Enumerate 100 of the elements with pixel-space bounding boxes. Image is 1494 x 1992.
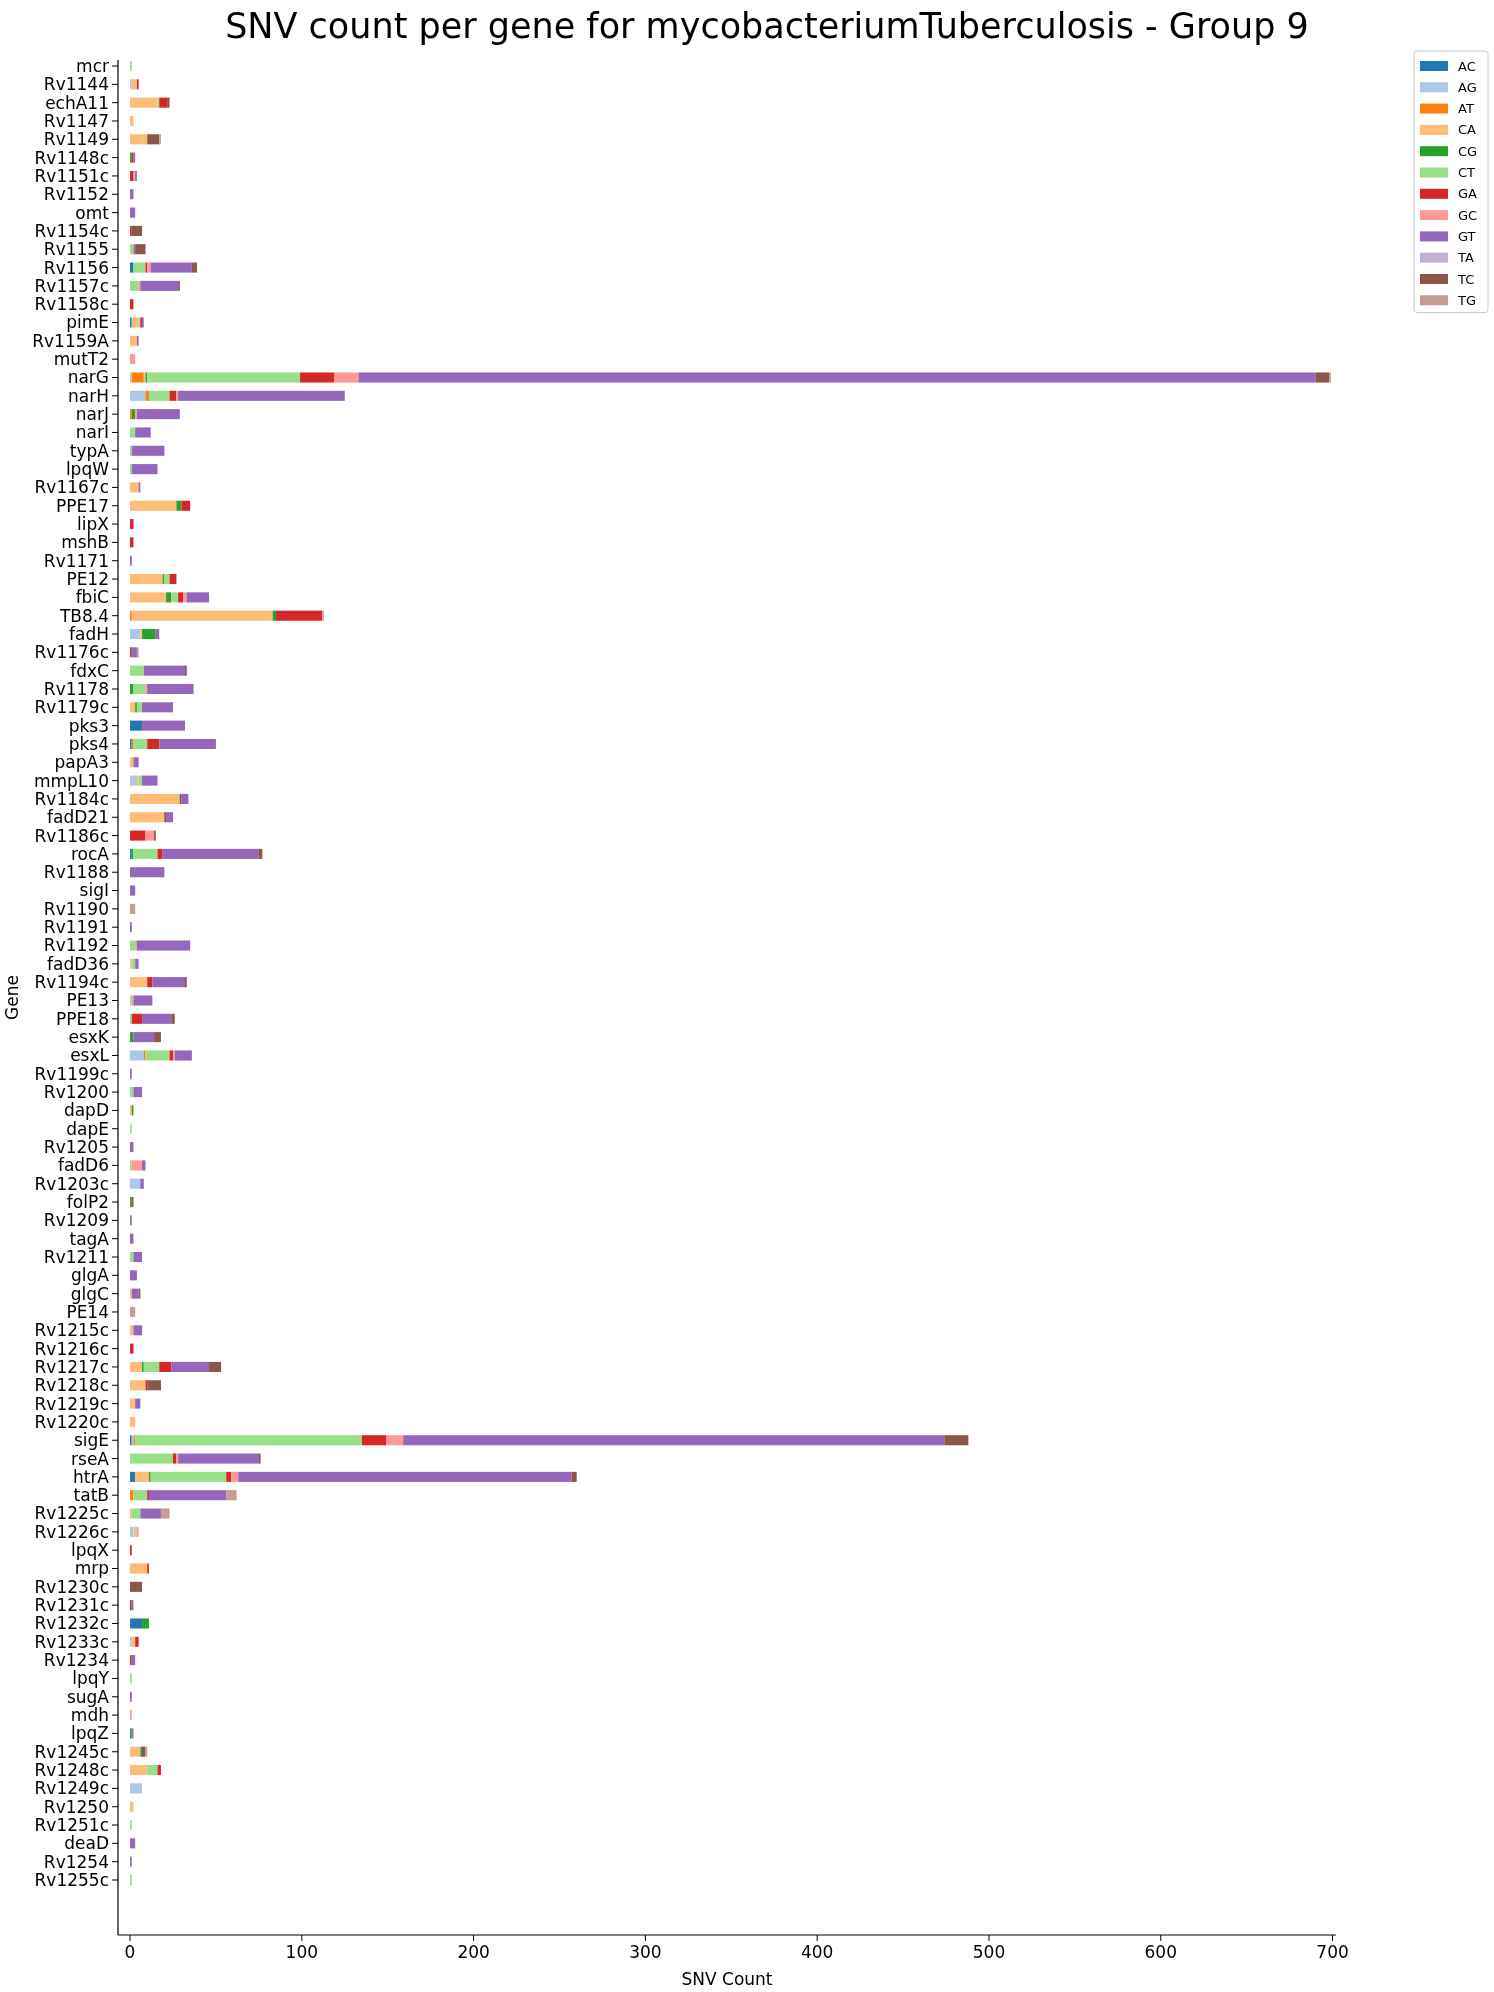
y-tick-label: Rv1199c xyxy=(34,1063,109,1084)
y-tick-label: esxK xyxy=(68,1027,110,1048)
x-axis-title: SNV Count xyxy=(681,1969,773,1989)
y-tick-label: fadD6 xyxy=(57,1155,109,1176)
y-tick-label: Rv1249c xyxy=(34,1778,109,1799)
x-tick-label: 500 xyxy=(972,1942,1006,1962)
y-tick-label: Rv1234 xyxy=(43,1650,109,1671)
legend-label: TG xyxy=(1457,292,1477,308)
y-tick-label: Rv1209 xyxy=(43,1210,109,1231)
y-tick-label: PE13 xyxy=(66,990,109,1011)
y-tick-label: Rv1250 xyxy=(43,1796,109,1817)
y-tick-label: lpqY xyxy=(72,1668,110,1689)
y-tick-label: Rv1225c xyxy=(34,1503,109,1524)
y-tick-label: narH xyxy=(68,385,109,406)
y-tick-label: lpqZ xyxy=(71,1723,109,1744)
legend-label: CT xyxy=(1458,165,1476,181)
y-tick-label: Rv1149 xyxy=(43,129,109,150)
y-tick-label: Rv1144 xyxy=(43,74,109,95)
y-tick-label: sigI xyxy=(79,880,109,901)
y-tick-label: omt xyxy=(75,202,110,223)
y-tick-label: Rv1232c xyxy=(34,1613,109,1634)
y-tick-label: Rv1215c xyxy=(34,1320,109,1341)
y-tick-label: PPE18 xyxy=(56,1008,109,1029)
legend-label: TA xyxy=(1457,250,1474,266)
y-tick-label: mutT2 xyxy=(53,349,109,370)
y-tick-label: Rv1233c xyxy=(34,1631,109,1652)
legend-label: GT xyxy=(1458,228,1476,244)
x-tick-label: 600 xyxy=(1144,1942,1177,1962)
legend-label: GC xyxy=(1458,207,1478,223)
y-tick-label: Rv1192 xyxy=(43,935,109,956)
y-tick-label: Rv1255c xyxy=(34,1869,109,1890)
y-tick-label: fdxC xyxy=(70,660,109,681)
y-tick-label: Rv1251c xyxy=(34,1814,109,1835)
y-tick-label: Rv1155 xyxy=(43,239,109,260)
y-tick-label: Rv1154c xyxy=(34,220,109,241)
y-tick-label: tatB xyxy=(73,1485,109,1506)
y-axis-title: Gene xyxy=(2,975,22,1020)
y-tick-label: Rv1151c xyxy=(34,165,109,186)
y-tick-label: PE12 xyxy=(66,569,109,589)
y-tick-label: lipX xyxy=(77,514,110,535)
y-tick-label: htrA xyxy=(72,1466,110,1487)
y-tick-label: narG xyxy=(67,367,109,388)
y-tick-label: Rv1220c xyxy=(34,1411,109,1432)
y-tick-label: Rv1254 xyxy=(43,1851,109,1872)
y-tick-label: Rv1186c xyxy=(34,825,109,846)
legend-label: TC xyxy=(1457,271,1475,287)
y-tick-label: PPE17 xyxy=(56,495,109,516)
y-tick-label: Rv1217c xyxy=(34,1356,109,1377)
legend-label: CG xyxy=(1458,143,1478,159)
y-tick-label: Rv1171 xyxy=(43,550,109,571)
y-tick-label: esxL xyxy=(70,1045,110,1066)
y-tick-label: Rv1179c xyxy=(34,697,109,718)
y-tick-label: tagA xyxy=(69,1228,110,1249)
y-tick-label: Rv1158c xyxy=(34,294,109,315)
y-tick-label: fadH xyxy=(69,623,109,644)
y-tick-label: Rv1148c xyxy=(34,147,109,168)
y-tick-label: fadD21 xyxy=(47,807,109,828)
y-tick-label: lpqX xyxy=(71,1540,110,1561)
y-tick-label: Rv1147 xyxy=(43,110,109,131)
legend-label: AT xyxy=(1458,101,1474,117)
legend-label: AC xyxy=(1458,58,1476,74)
y-tick-label: pks3 xyxy=(68,715,109,736)
y-tick-label: TB8.4 xyxy=(58,605,109,626)
y-tick-label: Rv1152 xyxy=(43,184,109,205)
y-tick-label: Rv1218c xyxy=(34,1375,109,1396)
x-tick-label: 100 xyxy=(285,1942,319,1962)
y-tick-label: typA xyxy=(69,440,110,461)
x-tick-label: 700 xyxy=(1316,1942,1349,1962)
y-tick-label: Rv1226c xyxy=(34,1521,109,1542)
y-tick-label: folP2 xyxy=(66,1191,109,1212)
x-tick-label: 200 xyxy=(457,1942,490,1962)
x-tick-label: 400 xyxy=(800,1942,834,1962)
y-tick-label: rocA xyxy=(71,843,110,864)
y-tick-label: Rv1203c xyxy=(34,1173,109,1194)
legend-label: CA xyxy=(1458,122,1477,138)
y-tick-label: Rv1219c xyxy=(34,1393,109,1414)
y-tick-label: fbiC xyxy=(75,587,109,608)
legend-label: AG xyxy=(1458,79,1477,95)
y-tick-label: Rv1188 xyxy=(43,862,109,883)
y-tick-label: deaD xyxy=(64,1833,109,1854)
y-tick-label: glgA xyxy=(71,1265,110,1286)
y-tick-label: Rv1231c xyxy=(34,1595,109,1616)
legend-label: GA xyxy=(1458,186,1478,202)
y-tick-label: Rv1176c xyxy=(34,642,109,663)
y-tick-label: echA11 xyxy=(45,92,109,113)
y-tick-label: sigE xyxy=(73,1430,109,1451)
y-tick-label: Rv1157c xyxy=(34,275,109,296)
y-tick-label: Rv1216c xyxy=(34,1338,109,1359)
x-tick-label: 0 xyxy=(124,1942,136,1962)
y-tick-label: Rv1248c xyxy=(34,1760,109,1781)
y-tick-label: pimE xyxy=(66,312,109,333)
y-tick-label: Rv1191 xyxy=(43,917,109,938)
y-tick-label: narJ xyxy=(75,404,109,425)
y-tick-label: Rv1178 xyxy=(43,678,109,699)
y-tick-label: mcr xyxy=(76,55,109,76)
y-tick-label: dapD xyxy=(63,1100,109,1121)
y-tick-label: fadD36 xyxy=(47,953,109,974)
y-tick-label: Rv1156 xyxy=(43,257,109,278)
x-tick-label: 300 xyxy=(629,1942,662,1962)
y-tick-label: Rv1200 xyxy=(43,1082,109,1103)
